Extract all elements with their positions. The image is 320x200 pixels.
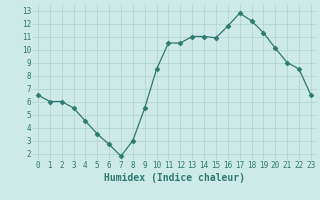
X-axis label: Humidex (Indice chaleur): Humidex (Indice chaleur) xyxy=(104,173,245,183)
